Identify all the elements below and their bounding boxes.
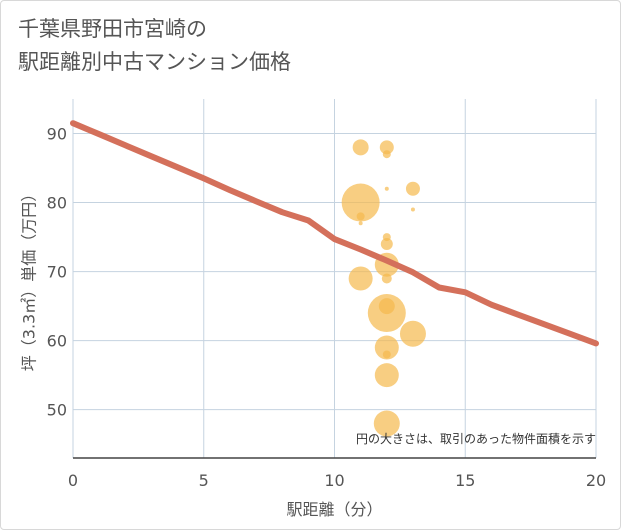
axes: 0 5 10 15 20 50 60 70 80 90: [47, 125, 607, 490]
y-tick-label: 90: [47, 125, 67, 144]
y-tick-label: 60: [47, 332, 67, 351]
bubble-point: [405, 181, 420, 196]
bubble-point: [382, 150, 391, 159]
bubble-point: [356, 212, 365, 221]
bubble-point: [380, 237, 393, 250]
bubble-point: [382, 350, 391, 359]
chart-title-line-2: 駅距離別中古マンション価格: [18, 50, 291, 74]
bubble-series: [341, 139, 426, 437]
bubble-point: [374, 335, 399, 360]
bubble-point: [374, 363, 399, 388]
bubble-point: [358, 221, 363, 226]
bubble-point: [367, 294, 406, 333]
bubble-point: [373, 410, 400, 437]
x-tick-label: 5: [199, 471, 209, 490]
x-tick-label: 0: [68, 471, 78, 490]
chart-title-line-1: 千葉県野田市宮崎の: [18, 17, 207, 41]
y-tick-label: 70: [47, 263, 67, 282]
bubble-point: [381, 273, 392, 284]
x-tick-label: 15: [455, 471, 475, 490]
trend-line-series: [70, 120, 599, 347]
x-tick-label: 10: [324, 471, 344, 490]
bubble-point: [379, 140, 394, 155]
grid: [72, 99, 597, 458]
bubble-point: [410, 207, 415, 212]
x-axis-title: 駅距離（分）: [286, 500, 382, 519]
y-axis-title: 坪（3.3㎡）単価（万円）: [20, 186, 39, 371]
bubble-point: [384, 186, 389, 191]
y-tick-label: 80: [47, 194, 67, 213]
trend-line: [70, 120, 599, 347]
bubble-point: [341, 183, 380, 222]
y-tick-label: 50: [47, 401, 67, 420]
bubble-size-note: 円の大きさは、取引のあった物件面積を示す: [356, 431, 596, 446]
bubble-point: [352, 139, 369, 156]
bubble-point: [399, 320, 426, 347]
chart-title: 千葉県野田市宮崎の 駅距離別中古マンション価格: [18, 13, 291, 79]
x-tick-label: 20: [586, 471, 606, 490]
bubble-point: [348, 266, 373, 291]
